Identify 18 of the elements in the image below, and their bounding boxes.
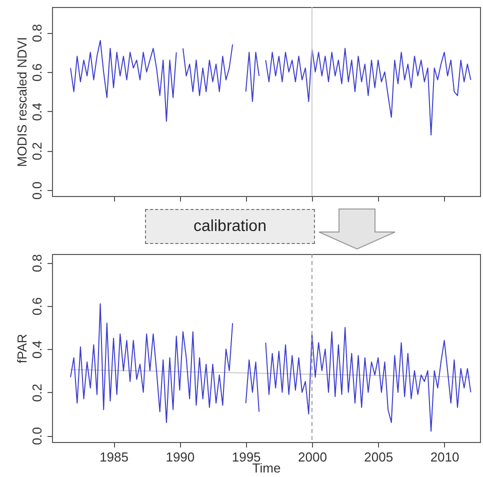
y-tick-label: 0.4: [30, 340, 44, 359]
y-axis-title: MODIS rescaled NDVI: [14, 36, 30, 168]
y-tick-label: 0.8: [30, 254, 44, 272]
y-tick-label: 0.2: [30, 384, 44, 402]
y-tick-label: 0.6: [30, 63, 44, 82]
x-tick-label: 2010: [430, 450, 460, 464]
x-tick-label: 2000: [298, 450, 327, 464]
y-axis-title: fPAR: [14, 334, 30, 364]
y-tick-label: 0.4: [30, 102, 44, 121]
x-tick-label: 1990: [166, 450, 195, 464]
x-tick-label: 1985: [100, 450, 128, 464]
text: calibration: [145, 209, 315, 244]
y-tick-label: 0.0: [30, 426, 44, 446]
y-tick-label: 0.0: [30, 182, 44, 200]
y-tick-label: 0.2: [30, 142, 44, 160]
y-tick-label: 0.8: [30, 24, 44, 42]
y-tick-label: 0.6: [30, 297, 44, 316]
x-tick-label: 2005: [364, 450, 394, 464]
